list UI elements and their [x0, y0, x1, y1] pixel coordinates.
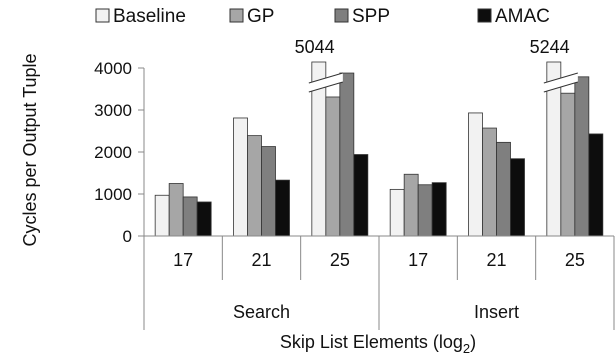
x-category-label: 25: [565, 250, 585, 270]
legend: Baseline GP SPP AMAC: [95, 6, 550, 27]
bar-baseline-4: [468, 112, 483, 237]
x-category-label: 21: [486, 250, 506, 270]
x-category-label: 21: [251, 250, 271, 270]
y-axis-title: Cycles per Output Tuple: [20, 53, 40, 246]
bar-gp-4: [482, 127, 497, 237]
axis-break-line: [543, 72, 578, 84]
legend-label-amac: AMAC: [495, 6, 550, 27]
bar-amac-5: [588, 133, 604, 237]
legend-swatch-baseline: [95, 8, 110, 23]
axis-break-gap: [308, 73, 343, 92]
bar-spp-5: [574, 76, 590, 237]
y-tick-label: 3000: [94, 101, 132, 120]
x-group-label: Search: [233, 302, 290, 322]
bar-spp-2: [339, 72, 355, 237]
x-category-label: 17: [408, 250, 428, 270]
x-category-label: 25: [330, 250, 350, 270]
break-value-label: 5244: [530, 37, 570, 57]
bar-baseline-3: [389, 188, 405, 237]
bar-spp-4: [496, 141, 511, 237]
bar-amac-4: [510, 158, 525, 237]
y-tick-label: 0: [123, 227, 132, 246]
bar-spp-1: [261, 146, 276, 237]
legend-swatch-amac: [477, 8, 492, 23]
break-value-label: 5044: [295, 37, 335, 57]
bar-gp-3: [403, 173, 419, 237]
bar-amac-0: [196, 201, 212, 237]
legend-swatch-gp: [229, 8, 244, 23]
x-category-label: 17: [173, 250, 193, 270]
bar-amac-1: [275, 179, 290, 237]
axis-break-line: [308, 72, 343, 84]
x-axis: 17 21 25 17 21 25 Search Insert: [143, 235, 615, 330]
bar-gp-1: [247, 135, 262, 237]
bar-spp-0: [182, 196, 198, 237]
y-axis: 0 1000 2000 3000 4000: [94, 59, 145, 246]
plot-bars: 5044 5244: [154, 37, 604, 237]
x-axis-title-subscript: 2: [463, 341, 470, 356]
bar-gp-5: [560, 92, 576, 237]
legend-swatch-spp: [334, 8, 349, 23]
bar-amac-2: [353, 154, 369, 237]
x-group-label: Insert: [474, 302, 519, 322]
bar-gp-0: [168, 183, 184, 237]
y-tick-label: 2000: [94, 143, 132, 162]
bar-amac-3: [431, 182, 447, 237]
y-tick-label: 4000: [94, 59, 132, 78]
legend-label-baseline: Baseline: [113, 6, 186, 27]
x-axis-title: Skip List Elements (log2): [280, 332, 476, 356]
legend-label-gp: GP: [247, 6, 274, 27]
bar-gp-2: [325, 96, 341, 237]
axis-break-gap: [543, 73, 578, 92]
bar-baseline-0: [154, 194, 170, 237]
x-axis-title-close: ): [470, 332, 476, 352]
bar-baseline-1: [233, 117, 248, 237]
bar-spp-3: [417, 184, 433, 237]
y-tick-label: 1000: [94, 185, 132, 204]
axis-break-line: [543, 81, 578, 93]
legend-label-spp: SPP: [352, 6, 390, 27]
x-axis-title-main: Skip List Elements (log: [280, 332, 463, 352]
axis-break-line: [308, 81, 343, 93]
